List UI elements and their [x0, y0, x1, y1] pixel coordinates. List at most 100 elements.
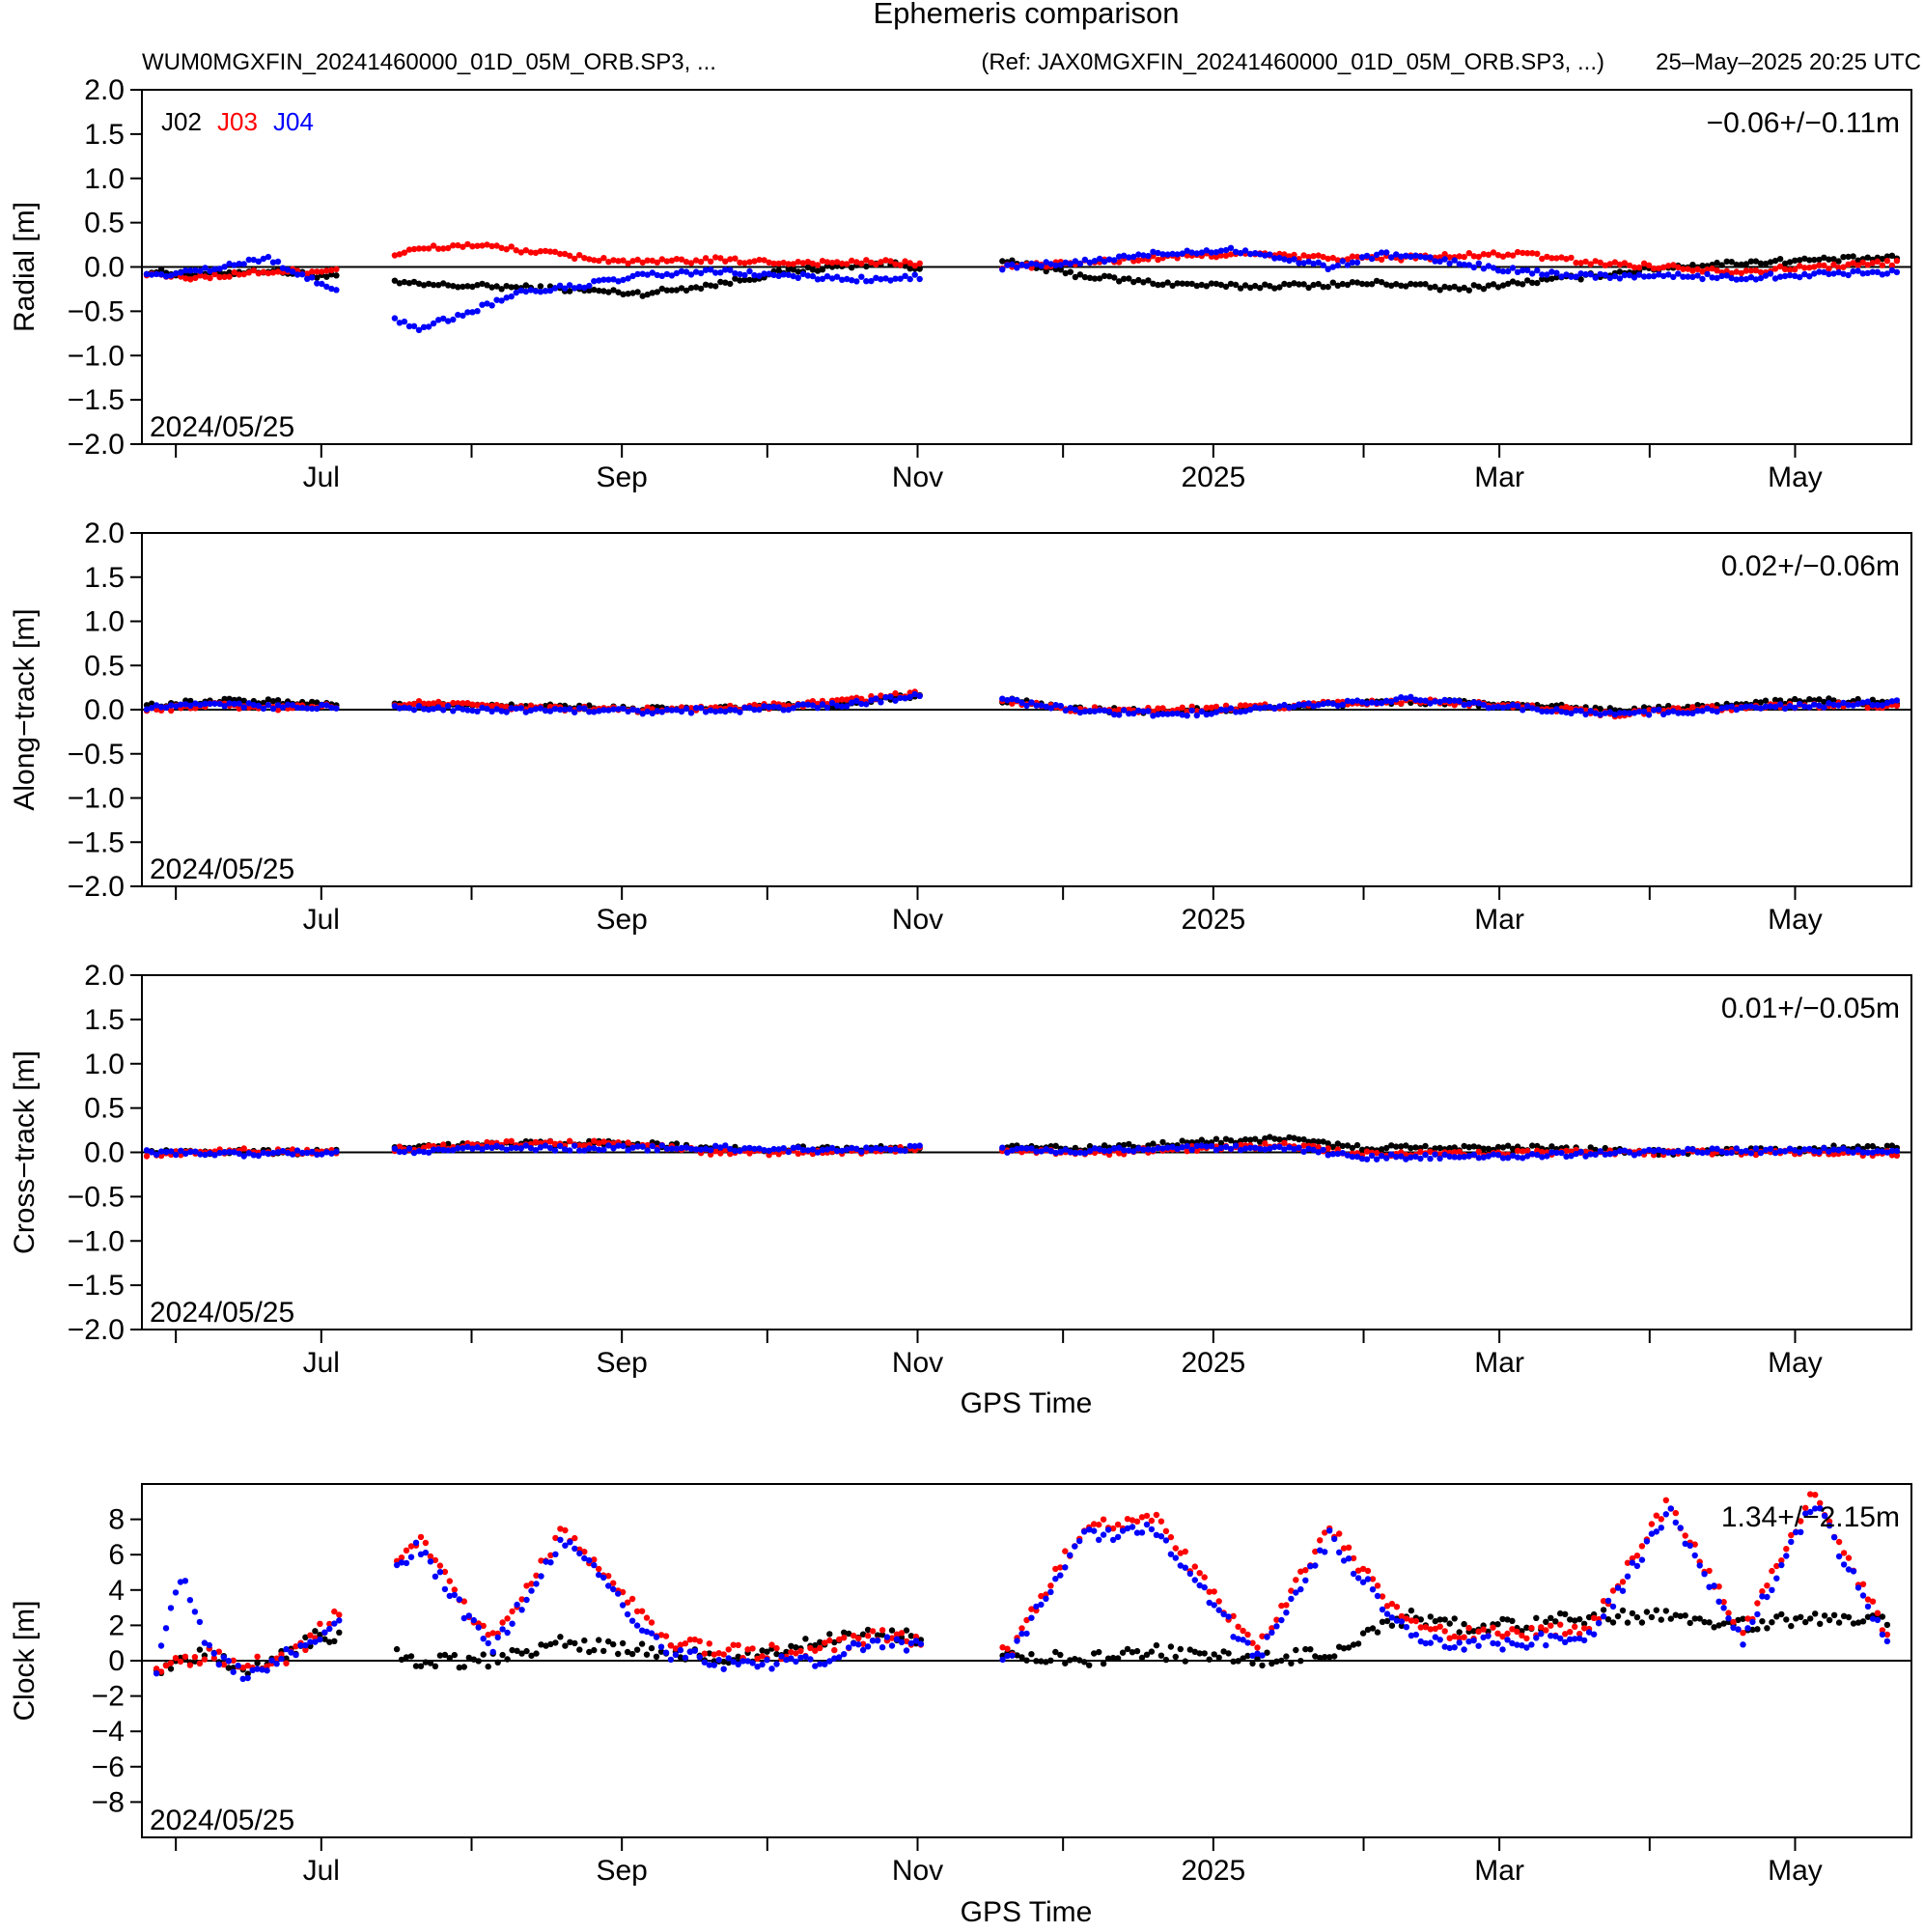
data-point — [1047, 705, 1054, 712]
data-point — [1232, 248, 1240, 255]
data-point — [143, 706, 151, 713]
data-point — [1718, 705, 1725, 712]
data-point — [1850, 1568, 1857, 1575]
data-point — [1807, 1491, 1814, 1498]
data-point — [706, 1650, 712, 1657]
data-point — [469, 707, 476, 714]
data-point — [226, 1148, 233, 1156]
data-point — [1033, 1148, 1040, 1155]
x-tick-label: 2025 — [1181, 462, 1245, 493]
data-point — [1685, 273, 1691, 280]
data-point — [882, 257, 889, 264]
data-point — [1227, 251, 1235, 258]
data-point — [1854, 1619, 1862, 1626]
data-point — [1480, 1145, 1488, 1152]
data-point — [1704, 705, 1711, 712]
data-point — [566, 282, 573, 289]
data-point — [508, 293, 515, 300]
data-point — [1121, 707, 1128, 714]
data-point — [239, 1675, 246, 1683]
data-point — [1100, 1660, 1107, 1667]
data-point — [1150, 248, 1157, 255]
data-point — [1101, 1147, 1108, 1155]
data-point — [1850, 702, 1856, 709]
data-point — [1052, 702, 1059, 709]
data-point — [1101, 707, 1108, 714]
data-point — [1850, 260, 1856, 266]
data-point — [864, 1626, 872, 1634]
x-tick-label: Jul — [303, 462, 340, 493]
data-point — [309, 1148, 316, 1156]
data-point — [1422, 254, 1429, 261]
data-point — [605, 276, 612, 283]
data-point — [1101, 1142, 1108, 1149]
data-point — [1129, 1524, 1136, 1530]
data-point — [407, 1554, 415, 1560]
data-point — [605, 1142, 612, 1149]
data-point — [1393, 696, 1400, 703]
data-point — [401, 249, 408, 256]
data-point — [289, 268, 296, 275]
data-point — [508, 1144, 515, 1152]
data-point — [911, 263, 918, 269]
data-point — [1227, 705, 1235, 712]
data-point — [1086, 708, 1094, 714]
data-point — [410, 707, 418, 714]
data-point — [1718, 262, 1725, 268]
data-point — [1225, 1613, 1232, 1620]
data-point — [1291, 280, 1297, 287]
data-point — [302, 1634, 309, 1641]
data-point — [1520, 249, 1526, 257]
data-point — [754, 1655, 761, 1663]
data-point — [293, 704, 301, 712]
data-point — [1086, 1142, 1094, 1150]
data-point — [333, 272, 340, 279]
data-point — [1403, 1151, 1409, 1159]
data-point — [1835, 1619, 1843, 1626]
data-point — [259, 1666, 265, 1673]
data-point — [182, 1150, 189, 1158]
data-point — [1305, 284, 1312, 292]
data-point — [1801, 255, 1808, 262]
data-point — [1821, 1144, 1827, 1152]
data-point — [1320, 262, 1326, 268]
data-point — [167, 1666, 175, 1672]
data-point — [624, 1648, 631, 1656]
data-point — [1150, 1146, 1157, 1154]
data-point — [916, 266, 923, 272]
data-point — [1349, 253, 1356, 260]
data-point — [1631, 264, 1638, 271]
data-point — [1629, 1559, 1636, 1566]
data-point — [1854, 695, 1861, 703]
data-point — [1081, 1150, 1089, 1157]
data-point — [790, 266, 796, 273]
data-point — [1577, 708, 1584, 714]
data-point — [153, 1666, 160, 1672]
data-point — [1685, 1145, 1691, 1153]
data-point — [1806, 265, 1813, 271]
data-point — [396, 280, 404, 287]
data-point — [741, 271, 748, 279]
header-ref: (Ref: JAX0MGXFIN_20241460000_01D_05M_ORB… — [981, 49, 1604, 75]
data-point — [653, 1653, 660, 1661]
data-point — [1529, 1142, 1536, 1149]
data-point — [1307, 1646, 1314, 1653]
data-point — [537, 248, 544, 255]
data-point — [407, 1653, 415, 1660]
data-point — [1580, 1625, 1588, 1632]
data-point — [260, 699, 267, 707]
data-point — [1816, 262, 1823, 268]
data-point — [1523, 1624, 1530, 1632]
data-point — [451, 1651, 458, 1659]
data-point — [201, 1639, 209, 1646]
data-point — [1553, 274, 1560, 281]
data-point — [1621, 271, 1629, 279]
data-point — [1350, 1554, 1357, 1562]
data-point — [1563, 1147, 1570, 1155]
data-point — [662, 1649, 670, 1656]
data-point — [264, 1667, 270, 1674]
data-point — [1616, 710, 1624, 716]
data-point — [799, 1146, 807, 1154]
data-point — [469, 1145, 476, 1152]
data-point — [1845, 1613, 1853, 1621]
